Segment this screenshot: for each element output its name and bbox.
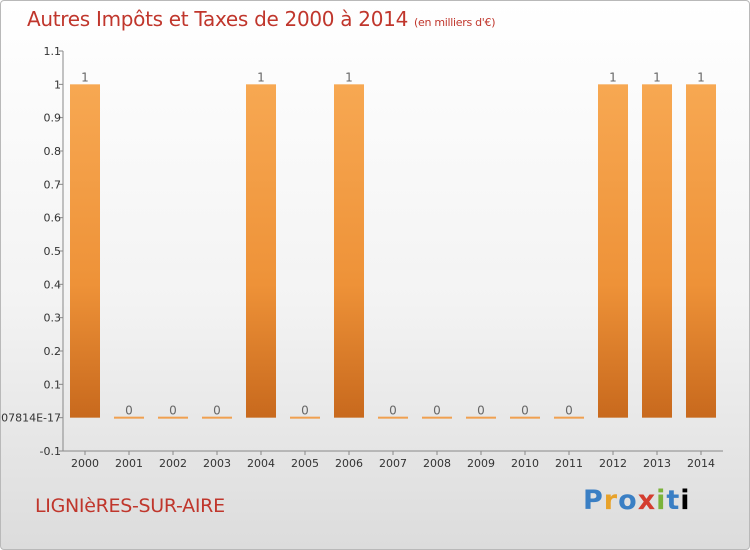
x-tick-label-2012: 2012: [599, 457, 627, 470]
bar-2012: [598, 84, 628, 418]
data-label-2013: 1: [653, 70, 661, 84]
y-tick-label: 0.2: [44, 345, 62, 358]
bar-2003: [202, 416, 232, 419]
y-tick-label: 0.9: [44, 112, 62, 125]
data-label-2000: 1: [81, 70, 89, 84]
y-tick-label: 1: [54, 78, 61, 91]
y-tick-label: 0.5: [44, 245, 62, 258]
x-tick-label-2002: 2002: [159, 457, 187, 470]
bar-2005: [290, 416, 320, 419]
bar-2001: [114, 416, 144, 419]
data-label-2011: 0: [565, 404, 573, 418]
x-tick-label-2014: 2014: [687, 457, 715, 470]
x-tick-label-2009: 2009: [467, 457, 495, 470]
y-tick-label: -0.1: [40, 445, 61, 458]
data-label-2012: 1: [609, 70, 617, 84]
unit-label: (en milliers d'€): [414, 16, 496, 29]
bar-2004: [246, 84, 276, 418]
bar-2013: [642, 84, 672, 418]
y-tick-label: 0.1: [44, 378, 62, 391]
y-tick-label: 0.3: [44, 312, 62, 325]
x-tick-label-2013: 2013: [643, 457, 671, 470]
data-label-2002: 0: [169, 404, 177, 418]
data-label-2007: 0: [389, 404, 397, 418]
data-label-2014: 1: [697, 70, 705, 84]
y-tick-label: 1.3877787807814E-17: [1, 412, 61, 425]
x-tick-label-2004: 2004: [247, 457, 275, 470]
bar-2011: [554, 416, 584, 419]
bar-2000: [70, 84, 100, 418]
data-label-2003: 0: [213, 404, 221, 418]
bar-2006: [334, 84, 364, 418]
x-tick-label-2003: 2003: [203, 457, 231, 470]
y-tick-label: 1.1: [44, 45, 62, 58]
y-tick-label: 0.7: [44, 178, 62, 191]
x-tick-label-2001: 2001: [115, 457, 143, 470]
data-label-2010: 0: [521, 404, 529, 418]
bar-2007: [378, 416, 408, 419]
x-tick-label-2010: 2010: [511, 457, 539, 470]
data-label-2008: 0: [433, 404, 441, 418]
bar-2009: [466, 416, 496, 419]
commune-name: LIGNIèRES-SUR-AIRE: [35, 495, 225, 517]
x-tick-label-2005: 2005: [291, 457, 319, 470]
bar-2002: [158, 416, 188, 419]
y-tick-label: 0.4: [44, 278, 62, 291]
data-label-2006: 1: [345, 70, 353, 84]
x-tick-label-2011: 2011: [555, 457, 583, 470]
y-tick-label: 0.6: [44, 212, 62, 225]
x-tick-label-2007: 2007: [379, 457, 407, 470]
x-tick-label-2006: 2006: [335, 457, 363, 470]
data-label-2009: 0: [477, 404, 485, 418]
bar-2014: [686, 84, 716, 418]
data-label-2004: 1: [257, 70, 265, 84]
x-tick-label-2008: 2008: [423, 457, 451, 470]
x-tick-label-2000: 2000: [71, 457, 99, 470]
data-label-2001: 0: [125, 404, 133, 418]
bar-2008: [422, 416, 452, 419]
bar-2010: [510, 416, 540, 419]
chart-title: Autres Impôts et Taxes de 2000 à 2014 (en…: [27, 7, 496, 31]
data-label-2005: 0: [301, 404, 309, 418]
proxiti-logo: Proxiti: [583, 485, 691, 516]
y-tick-label: 0.8: [44, 145, 62, 158]
